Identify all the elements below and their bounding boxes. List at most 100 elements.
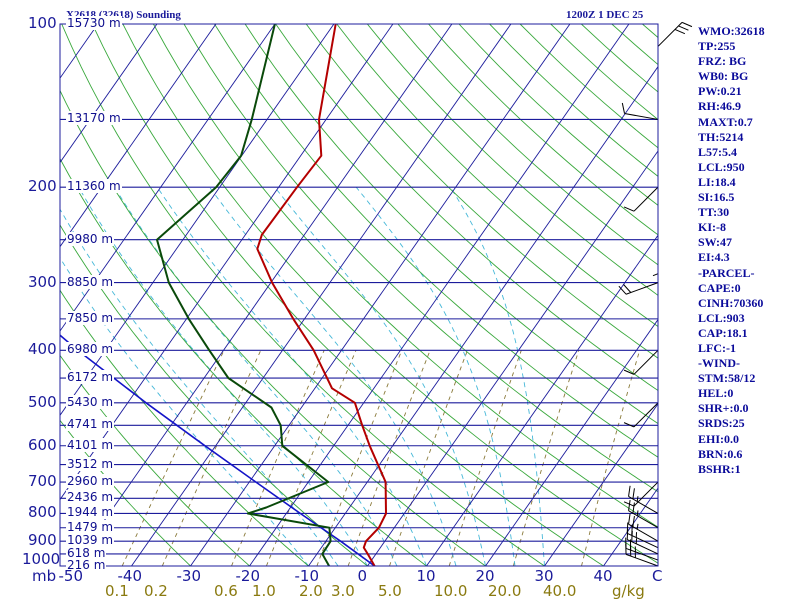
mixing-ratio-line xyxy=(347,350,431,566)
index-row: STM:58/12 xyxy=(698,371,756,386)
pressure-tick-label: 1000 xyxy=(22,550,61,568)
index-row: TP:255 xyxy=(698,39,736,54)
dry-adiabat-line xyxy=(153,24,658,528)
wind-barb xyxy=(623,186,659,212)
wind-barb xyxy=(628,500,659,529)
isotherm-line xyxy=(544,403,658,566)
temperature-tick-label: 40 xyxy=(593,567,613,585)
mixing-ratio-tick-label: 10.0 xyxy=(434,582,468,600)
pressure-tick-label: 400 xyxy=(28,340,57,359)
dry-adiabat-line xyxy=(122,24,658,564)
index-row: MAXT:0.7 xyxy=(698,114,753,129)
mixing-ratio-line xyxy=(161,350,262,566)
index-row: LCL:950 xyxy=(698,159,745,174)
pressure-tick-label: 200 xyxy=(28,177,57,196)
mixing-ratio-line xyxy=(265,350,357,566)
index-panel: WMO:32618 TP:255 FRZ: BG WB0: BG PW:0.21 RH:4… xyxy=(698,24,798,477)
index-row: -WIND- xyxy=(698,356,740,371)
index-row: HEL:0 xyxy=(698,386,734,401)
mixing-ratio-tick-label: 5.0 xyxy=(378,582,402,600)
height-label: 6172 m xyxy=(66,370,115,385)
pressure-tick-label: 800 xyxy=(28,503,57,522)
isotherms xyxy=(60,24,658,566)
wind-barb xyxy=(623,402,659,428)
mixing-ratio-line xyxy=(121,350,225,566)
height-label: 216 m xyxy=(66,558,107,572)
isobars xyxy=(60,23,658,567)
index-row: CINH:70360 xyxy=(698,295,764,310)
dry-adiabat-line xyxy=(60,354,251,566)
mixing-ratio-tick-label: 0.1 xyxy=(105,582,129,600)
height-label: 1039 m xyxy=(66,533,115,548)
pressure-tick-label: 700 xyxy=(28,472,57,491)
temperature-tick-label: -50 xyxy=(58,567,84,585)
pressure-tick-label: 300 xyxy=(28,272,57,291)
height-label: 13170 m xyxy=(66,111,122,126)
height-label: 8850 m xyxy=(66,274,115,289)
dry-adiabat-line xyxy=(60,224,369,566)
index-row: CAP:18.1 xyxy=(698,325,748,340)
height-label: 6980 m xyxy=(66,342,115,357)
height-label: 2960 m xyxy=(66,474,115,489)
height-label: 5430 m xyxy=(66,394,115,409)
dry-adiabat-line xyxy=(214,24,658,458)
pressure-unit-label: mb xyxy=(32,567,57,585)
index-row: BRN:0.6 xyxy=(698,446,743,461)
index-row: RH:46.9 xyxy=(698,99,741,114)
index-row: CAPE:0 xyxy=(698,280,741,295)
height-label: 4101 m xyxy=(66,437,115,452)
wind-barb xyxy=(628,485,659,514)
pressure-tick-label: 500 xyxy=(28,392,57,411)
temperature-tick-label: -10 xyxy=(294,567,320,585)
isotherm-line xyxy=(249,24,630,566)
height-label: 4741 m xyxy=(66,417,115,432)
temperature-tick-label: 10 xyxy=(416,567,436,585)
dry-adiabat-line xyxy=(275,24,658,392)
mixing-ratio-tick-label: 20.0 xyxy=(488,582,522,600)
wind-barb xyxy=(623,349,659,375)
mixing-ratio-tick-label: 40.0 xyxy=(543,582,577,600)
isotherm-line xyxy=(72,24,453,566)
dry-adiabat-line xyxy=(60,289,310,566)
index-row: WB0: BG xyxy=(698,69,749,84)
dry-adiabat-line xyxy=(305,24,658,359)
index-row: L57:5.4 xyxy=(698,144,737,159)
temperature-trace xyxy=(256,24,387,566)
dry-adiabat-line xyxy=(397,24,658,266)
mixing-ratio-unit-label: g/kg xyxy=(612,582,645,600)
index-row: LFC:-1 xyxy=(698,340,736,355)
index-row: LI:18.4 xyxy=(698,174,736,189)
mixing-ratio-lines xyxy=(121,350,641,566)
isotherm-line xyxy=(190,24,571,566)
index-row: -PARCEL- xyxy=(698,265,755,280)
index-row: LCL:903 xyxy=(698,310,745,325)
height-label: 7850 m xyxy=(66,310,115,325)
index-row: EI:4.3 xyxy=(698,250,730,265)
dry-adiabat-line xyxy=(91,24,605,566)
dry-adiabat-line xyxy=(60,89,487,566)
temperature-tick-label: -30 xyxy=(176,567,202,585)
pressure-tick-label: 100 xyxy=(28,14,57,32)
pressure-tick-label: 600 xyxy=(28,435,57,454)
index-row: BSHR:1 xyxy=(698,461,741,476)
dry-adiabat-line xyxy=(336,24,658,328)
isotherm-line xyxy=(485,318,658,566)
height-label: 9980 m xyxy=(66,231,115,246)
mixing-ratio-line xyxy=(512,350,580,566)
temperature-tick-label: 20 xyxy=(475,567,495,585)
index-row: SHR+:0.0 xyxy=(698,401,749,416)
wind-barb xyxy=(621,102,659,120)
height-label: 2436 m xyxy=(66,490,115,505)
index-row: TH:5214 xyxy=(698,129,744,144)
dry-adiabat-line xyxy=(60,157,428,566)
dewpoint-trace xyxy=(156,24,332,566)
dry-adiabat-line xyxy=(244,24,658,425)
mixing-ratio-tick-label: 3.0 xyxy=(331,582,355,600)
index-row: PW:0.21 xyxy=(698,84,742,99)
height-label: 618 m xyxy=(66,545,107,560)
wind-barb xyxy=(618,282,659,295)
wind-barb xyxy=(652,239,659,277)
moist-adiabat-line xyxy=(355,186,516,566)
wind-barb xyxy=(625,537,659,561)
